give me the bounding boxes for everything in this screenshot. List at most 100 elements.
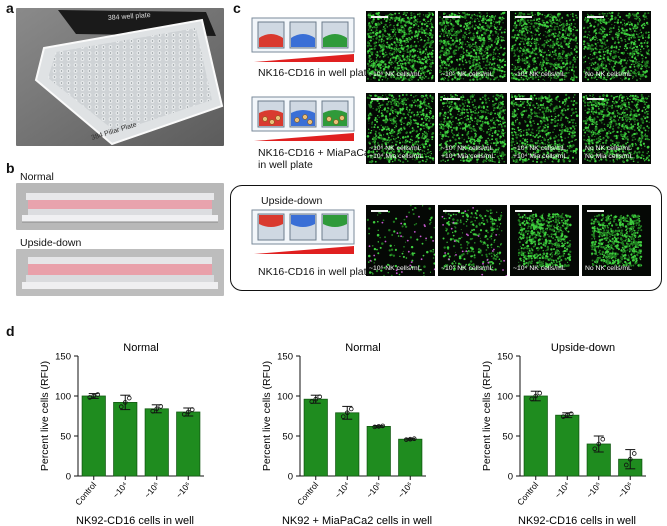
well-schematic-row2 [251, 96, 355, 141]
micrograph-cells [366, 205, 435, 276]
micrograph-cells [517, 213, 572, 269]
y-tick-label: 0 [508, 472, 513, 483]
x-tick-label: Control [295, 480, 320, 508]
micrograph-caption: ~10⁶ NK cells/mL [369, 71, 422, 78]
replicate-dot [95, 392, 101, 397]
micrograph-r2-c2: ~10⁵ NK cells/mL +10⁴ Mia cells/mL [438, 93, 507, 164]
micrograph-caption: ~10⁶ NK cells/mL +10⁴ Mia cells/mL [369, 145, 424, 160]
micrograph-cells [582, 93, 651, 164]
replicate-dot [344, 410, 350, 416]
bar-2 [113, 402, 138, 477]
scale-bar [443, 210, 460, 212]
replicate-dot [623, 462, 629, 468]
y-axis-label: Percent live cells (RFU) [39, 361, 51, 471]
micrograph-cells [590, 213, 643, 268]
upside-down-box [230, 185, 662, 291]
y-tick-label: 100 [277, 392, 293, 403]
replicate-dot [181, 412, 187, 417]
well-schematic-row1 [251, 17, 355, 62]
x-axis-label: NK92-CD16 cells in well [76, 515, 194, 526]
replicate-dot [340, 414, 346, 419]
scale-bar [371, 210, 388, 212]
micrograph-r3-c4: No NK cells/mL [582, 205, 651, 276]
y-tick-label: 150 [497, 352, 513, 363]
replicate-dot [189, 407, 195, 412]
replicate-dot [600, 436, 606, 442]
x-tick-label: ~10⁶ [174, 480, 193, 500]
bar-3 [366, 426, 391, 477]
well-schematic-row3 [251, 209, 355, 254]
replicate-dot [126, 395, 132, 401]
micrograph-cells [366, 93, 435, 164]
replicate-dot [533, 393, 539, 399]
scale-bar [371, 16, 388, 18]
micrograph-cells [510, 11, 579, 82]
y-tick-label: 50 [502, 432, 513, 443]
bar-1 [81, 395, 106, 477]
x-tick-label: ~10⁴ [333, 480, 352, 501]
micrograph-caption: ~10⁴ NK cells/mL +10⁴ Mia cells/mL [513, 145, 568, 160]
row1-label: NK16-CD16 in well plate [258, 67, 373, 79]
x-tick-label: ~10⁶ [616, 480, 635, 500]
micrograph-r3-c1: ~10⁶ NK cells/mL [366, 205, 435, 276]
micrograph-r1-c4: No NK cells/mL [582, 11, 651, 82]
chart-title: Normal [345, 342, 380, 354]
scale-bar [587, 98, 604, 100]
x-axis-label: NK92-CD16 cells in well [518, 515, 636, 526]
row2-label: NK16-CD16 + MiaPaCa2 in well plate [258, 147, 376, 171]
replicate-dot [154, 406, 160, 412]
replicate-dot [317, 394, 323, 400]
replicate-dot [380, 423, 386, 429]
replicate-dot [309, 399, 315, 404]
replicate-dot [158, 404, 164, 409]
upside-down-box-title: Upside-down [261, 195, 323, 207]
replicate-dot [87, 395, 93, 400]
chart-title: Upside-down [551, 342, 615, 354]
scale-bar [587, 210, 604, 212]
micrograph-caption: No NK cells/mL [585, 71, 632, 78]
bar-4 [176, 411, 201, 477]
chart-title: Normal [123, 342, 158, 354]
x-tick-label: ~10⁴ [111, 480, 130, 501]
micrograph-r1-c1: ~10⁶ NK cells/mL [366, 11, 435, 82]
x-tick-label: Control [73, 480, 98, 508]
bar-2 [335, 412, 360, 477]
micrograph-cells [441, 207, 507, 276]
micrograph-caption: ~10⁴ NK cells/mL [513, 71, 566, 78]
micrograph-r3-c2: ~10⁵ NK cells/mL [438, 205, 507, 276]
y-tick-label: 100 [497, 392, 513, 403]
micrograph-caption: ~10⁵ NK cells/mL [441, 71, 494, 78]
replicate-dot [631, 451, 637, 456]
micrograph-r2-c4: No NK cells/mL No Mia cells/mL [582, 93, 651, 164]
panel-label-d: d [6, 323, 15, 339]
scale-bar [587, 16, 604, 18]
bar-4 [398, 438, 423, 477]
scale-bar [443, 16, 460, 18]
micrograph-cells [366, 11, 435, 82]
x-tick-label: ~10⁵ [364, 480, 383, 500]
upside-down-label: Upside-down [20, 237, 82, 249]
y-axis-label: Percent live cells (RFU) [261, 361, 273, 471]
x-tick-label: Control [515, 480, 540, 508]
y-tick-label: 150 [277, 352, 293, 363]
micrograph-caption: ~10⁵ NK cells/mL +10⁴ Mia cells/mL [441, 145, 496, 160]
micrograph-caption: No NK cells/mL [585, 265, 632, 272]
x-tick-label: ~10⁴ [553, 480, 572, 501]
micrograph-caption: No NK cells/mL No Mia cells/mL [585, 145, 634, 160]
replicate-dot [122, 400, 128, 405]
bar-chart-2: Normal 0 50 100 150 Percent live cells (RFU) C… [261, 342, 432, 526]
replicate-dot [150, 408, 156, 414]
micrograph-r2-c3: ~10⁴ NK cells/mL +10⁴ Mia cells/mL [510, 93, 579, 164]
bar-1 [523, 395, 548, 477]
y-tick-label: 50 [282, 432, 293, 443]
panel-label-c: c [233, 0, 241, 16]
micrograph-caption: ~10⁶ NK cells/mL [369, 265, 422, 272]
micrograph-caption: ~10⁵ NK cells/mL [441, 265, 494, 272]
scale-bar [515, 210, 532, 212]
scale-bar [371, 98, 388, 100]
replicate-dot [596, 441, 602, 447]
plate-top-text: 384 well plate [108, 12, 151, 22]
y-tick-label: 0 [288, 472, 293, 483]
panel-label-a: a [6, 0, 14, 16]
x-tick-label: ~10⁶ [396, 480, 415, 500]
